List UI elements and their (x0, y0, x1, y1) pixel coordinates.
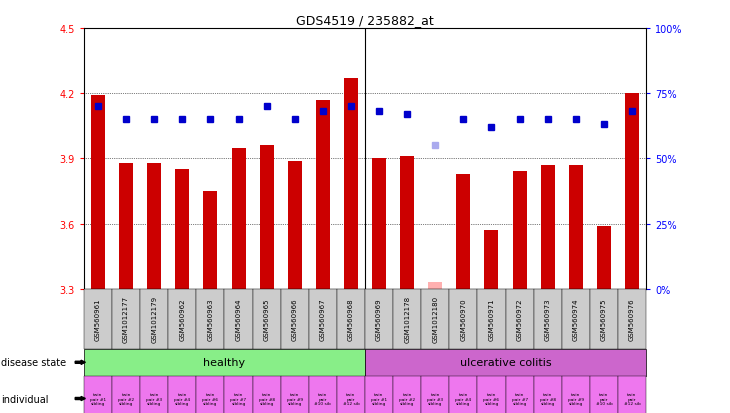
Bar (344, 79, 358, 289)
Bar (260, 146, 274, 289)
Text: twin
pair #4
sibling: twin pair #4 sibling (174, 392, 191, 405)
Text: disease state: disease state (1, 357, 66, 368)
Bar (485, 230, 499, 289)
Text: GSM1012178: GSM1012178 (404, 296, 410, 342)
Text: twin
pair #9
sibling: twin pair #9 sibling (287, 392, 303, 405)
Text: GSM560969: GSM560969 (376, 298, 382, 340)
Text: twin
pair #1
sibling: twin pair #1 sibling (90, 392, 106, 405)
Text: twin
pair #7
sibling: twin pair #7 sibling (512, 392, 528, 405)
Text: GSM560966: GSM560966 (292, 298, 298, 340)
Bar (569, 166, 583, 289)
Text: twin
pair #9
sibling: twin pair #9 sibling (568, 392, 584, 405)
Text: twin
pair #8
sibling: twin pair #8 sibling (539, 392, 556, 405)
Text: twin
pair #2
sibling: twin pair #2 sibling (118, 392, 134, 405)
Text: GSM560965: GSM560965 (264, 298, 269, 340)
Bar (541, 166, 555, 289)
Text: twin
pair #3
sibling: twin pair #3 sibling (146, 392, 162, 405)
Text: individual: individual (1, 394, 48, 404)
Text: twin
pair #4
sibling: twin pair #4 sibling (456, 392, 472, 405)
Text: twin
pair #7
sibling: twin pair #7 sibling (231, 392, 247, 405)
Text: twin
pair
#12 sib: twin pair #12 sib (342, 392, 359, 405)
Bar (512, 172, 526, 289)
Bar (204, 192, 218, 289)
Text: twin
pair #3
sibling: twin pair #3 sibling (427, 392, 443, 405)
Bar (175, 170, 189, 289)
Text: GSM560961: GSM560961 (95, 298, 101, 340)
Text: healthy: healthy (204, 357, 245, 368)
Text: GSM560974: GSM560974 (573, 298, 579, 340)
Text: twin
pair
#12 sib: twin pair #12 sib (623, 392, 640, 405)
Text: GSM1012180: GSM1012180 (432, 296, 438, 342)
Text: twin
pair #2
sibling: twin pair #2 sibling (399, 392, 415, 405)
Bar (597, 226, 611, 289)
Text: twin
pair
#10 sib: twin pair #10 sib (315, 392, 331, 405)
Text: GSM1012177: GSM1012177 (123, 296, 129, 342)
Bar (91, 96, 105, 289)
Text: GSM560972: GSM560972 (517, 298, 523, 340)
Text: GSM560975: GSM560975 (601, 298, 607, 340)
Bar (288, 161, 301, 289)
Text: twin
pair
#10 sib: twin pair #10 sib (596, 392, 612, 405)
Text: ulcerative colitis: ulcerative colitis (460, 357, 551, 368)
Text: twin
pair #8
sibling: twin pair #8 sibling (258, 392, 274, 405)
Text: GSM560973: GSM560973 (545, 298, 550, 340)
Bar (400, 157, 414, 289)
Text: twin
pair #1
sibling: twin pair #1 sibling (371, 392, 387, 405)
Text: GSM560968: GSM560968 (348, 298, 354, 340)
Bar (231, 148, 245, 289)
Bar (625, 94, 639, 289)
Text: GSM560963: GSM560963 (207, 298, 213, 340)
Text: GSM560964: GSM560964 (236, 298, 242, 340)
Text: GSM560962: GSM560962 (180, 298, 185, 340)
Bar (119, 163, 133, 289)
Bar (316, 100, 330, 289)
Text: GSM560967: GSM560967 (320, 298, 326, 340)
Text: twin
pair #6
sibling: twin pair #6 sibling (483, 392, 499, 405)
Text: GSM560970: GSM560970 (461, 298, 466, 340)
Bar (429, 282, 442, 289)
Bar (147, 163, 161, 289)
Text: GSM1012179: GSM1012179 (151, 296, 157, 342)
Bar (372, 159, 386, 289)
Text: twin
pair #6
sibling: twin pair #6 sibling (202, 392, 218, 405)
Text: GDS4519 / 235882_at: GDS4519 / 235882_at (296, 14, 434, 27)
Text: GSM560971: GSM560971 (488, 298, 494, 340)
Bar (456, 174, 470, 289)
Text: GSM560976: GSM560976 (629, 298, 635, 340)
